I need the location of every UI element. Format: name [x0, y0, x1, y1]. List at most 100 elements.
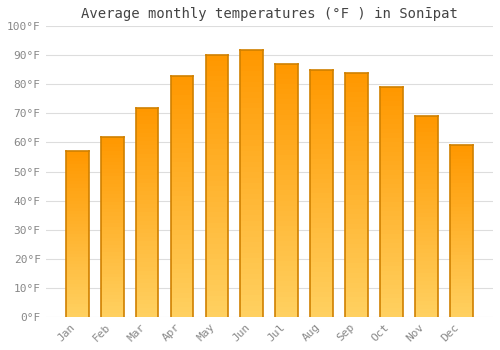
- Bar: [310, 223, 333, 228]
- Bar: [206, 123, 229, 128]
- Bar: [206, 108, 229, 113]
- Bar: [346, 209, 368, 214]
- Bar: [101, 230, 124, 234]
- Bar: [66, 158, 88, 161]
- Bar: [170, 230, 194, 235]
- Bar: [136, 149, 158, 154]
- Bar: [240, 269, 263, 274]
- Bar: [450, 231, 472, 234]
- Bar: [276, 155, 298, 160]
- Bar: [310, 228, 333, 233]
- Bar: [240, 274, 263, 279]
- Bar: [310, 114, 333, 119]
- Bar: [240, 242, 263, 247]
- Bar: [276, 211, 298, 216]
- Bar: [310, 154, 333, 159]
- Bar: [415, 301, 438, 305]
- Bar: [310, 203, 333, 208]
- Bar: [206, 202, 229, 207]
- Bar: [170, 196, 194, 201]
- Bar: [450, 224, 472, 228]
- Bar: [450, 217, 472, 221]
- Bar: [101, 281, 124, 285]
- Bar: [310, 193, 333, 198]
- Bar: [170, 172, 194, 177]
- Bar: [206, 217, 229, 223]
- Bar: [415, 217, 438, 220]
- Bar: [170, 206, 194, 211]
- Bar: [346, 253, 368, 258]
- Bar: [346, 234, 368, 239]
- Bar: [276, 140, 298, 145]
- Bar: [101, 277, 124, 281]
- Bar: [136, 112, 158, 116]
- Bar: [415, 237, 438, 241]
- Bar: [101, 266, 124, 270]
- Bar: [276, 165, 298, 170]
- Bar: [101, 212, 124, 216]
- Bar: [206, 290, 229, 296]
- Bar: [380, 285, 403, 289]
- Bar: [380, 230, 403, 234]
- Bar: [380, 184, 403, 188]
- Bar: [310, 90, 333, 95]
- Bar: [240, 130, 263, 135]
- Bar: [450, 238, 472, 242]
- Bar: [276, 89, 298, 94]
- Bar: [240, 237, 263, 242]
- Bar: [240, 258, 263, 263]
- Bar: [206, 160, 229, 165]
- Bar: [101, 183, 124, 187]
- Bar: [170, 124, 194, 129]
- Bar: [170, 249, 194, 254]
- Bar: [101, 155, 124, 158]
- Bar: [276, 125, 298, 130]
- Bar: [380, 124, 403, 128]
- Bar: [206, 259, 229, 265]
- Bar: [206, 61, 229, 66]
- Bar: [170, 259, 194, 264]
- Bar: [136, 233, 158, 237]
- Bar: [450, 245, 472, 248]
- Bar: [346, 297, 368, 302]
- Bar: [170, 90, 194, 95]
- Bar: [276, 196, 298, 201]
- Bar: [310, 144, 333, 149]
- Bar: [240, 76, 263, 82]
- Bar: [101, 313, 124, 317]
- Bar: [136, 154, 158, 158]
- Bar: [170, 138, 194, 143]
- Bar: [346, 175, 368, 180]
- Bar: [450, 272, 472, 276]
- Bar: [66, 211, 88, 214]
- Bar: [101, 180, 124, 183]
- Bar: [101, 302, 124, 306]
- Bar: [450, 293, 472, 296]
- Bar: [450, 214, 472, 217]
- Bar: [310, 169, 333, 174]
- Bar: [206, 212, 229, 217]
- Bar: [346, 73, 368, 78]
- Bar: [66, 294, 88, 297]
- Bar: [240, 82, 263, 87]
- Bar: [415, 140, 438, 145]
- Bar: [346, 141, 368, 146]
- Bar: [170, 240, 194, 244]
- Bar: [136, 187, 158, 191]
- Bar: [276, 201, 298, 205]
- Bar: [380, 248, 403, 253]
- Bar: [136, 208, 158, 212]
- Bar: [170, 254, 194, 259]
- Bar: [450, 204, 472, 207]
- Bar: [66, 181, 88, 184]
- Bar: [136, 246, 158, 250]
- Bar: [346, 161, 368, 166]
- Bar: [415, 241, 438, 245]
- Bar: [415, 124, 438, 128]
- Bar: [66, 251, 88, 254]
- Bar: [276, 246, 298, 251]
- Bar: [415, 209, 438, 212]
- Bar: [346, 156, 368, 161]
- Bar: [415, 176, 438, 181]
- Bar: [450, 303, 472, 307]
